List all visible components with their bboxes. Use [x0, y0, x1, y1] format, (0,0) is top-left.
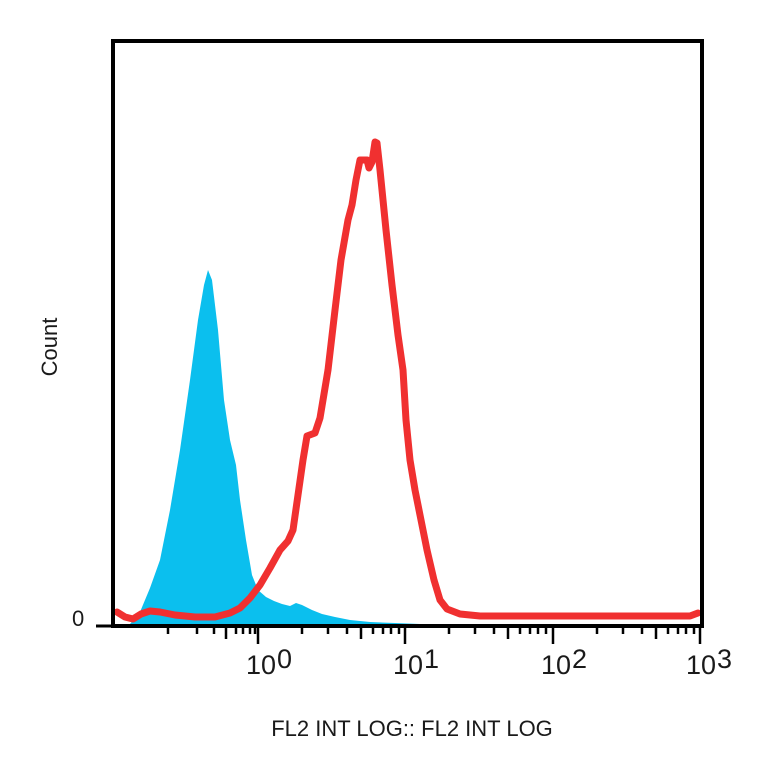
x-tick-base: 10: [541, 650, 572, 680]
y-tick-zero: 0: [72, 606, 85, 631]
x-tick-base: 10: [686, 650, 717, 680]
x-tick-exponent: 3: [717, 644, 733, 674]
x-axis-ticks: [166, 626, 702, 644]
x-tick-exponent: 2: [572, 644, 588, 674]
x-tick-10e0: 100: [246, 644, 292, 681]
x-tick-exponent: 0: [277, 644, 293, 674]
sample-histogram-line: [113, 138, 702, 623]
control-histogram-fill: [115, 270, 430, 625]
x-tick-exponent: 1: [424, 644, 440, 674]
x-tick-base: 10: [393, 650, 424, 680]
plot-frame: [111, 39, 704, 628]
x-axis-label: FL2 INT LOG:: FL2 INT LOG: [271, 716, 553, 741]
y-axis-label: Count: [37, 317, 62, 377]
x-tick-10e2: 102: [541, 644, 587, 681]
x-tick-10e3: 103: [686, 644, 732, 681]
x-tick-base: 10: [246, 650, 277, 680]
x-tick-10e1: 101: [393, 644, 439, 681]
